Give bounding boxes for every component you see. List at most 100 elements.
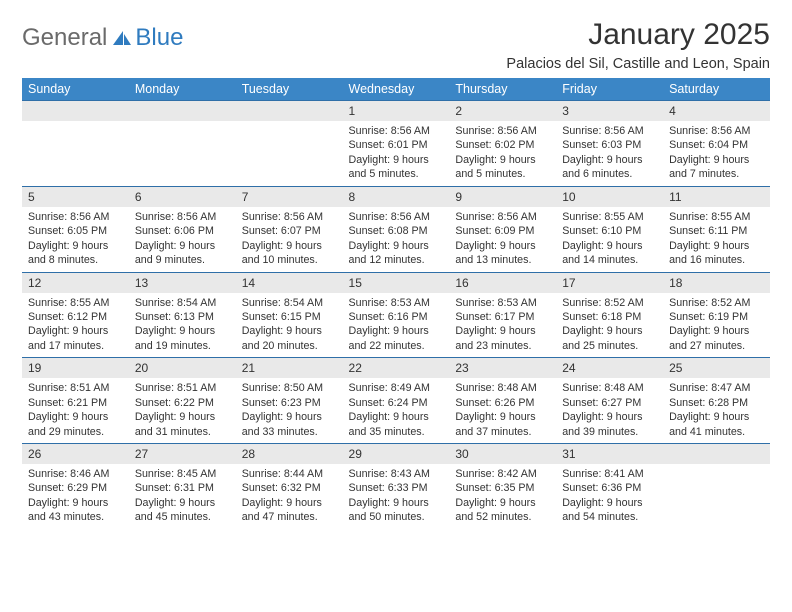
day-content-cell: Sunrise: 8:54 AMSunset: 6:13 PMDaylight:…: [129, 293, 236, 358]
day-number-cell: 20: [129, 358, 236, 379]
day-content-cell: Sunrise: 8:42 AMSunset: 6:35 PMDaylight:…: [449, 464, 556, 529]
day-number-cell: 27: [129, 444, 236, 465]
daylight-line: Daylight: 9 hours and 8 minutes.: [28, 239, 123, 268]
day-number-cell: 4: [663, 101, 770, 122]
sunrise-line: Sunrise: 8:53 AM: [349, 296, 444, 310]
day-number-cell: 18: [663, 272, 770, 293]
daylight-line: Daylight: 9 hours and 37 minutes.: [455, 410, 550, 439]
sunrise-line: Sunrise: 8:51 AM: [135, 381, 230, 395]
weekday-header: Saturday: [663, 78, 770, 101]
day-number-cell: 14: [236, 272, 343, 293]
day-content-cell: Sunrise: 8:56 AMSunset: 6:07 PMDaylight:…: [236, 207, 343, 272]
day-content-cell: Sunrise: 8:53 AMSunset: 6:17 PMDaylight:…: [449, 293, 556, 358]
day-number-cell: 22: [343, 358, 450, 379]
day-content-row: Sunrise: 8:51 AMSunset: 6:21 PMDaylight:…: [22, 378, 770, 443]
day-content-cell: Sunrise: 8:54 AMSunset: 6:15 PMDaylight:…: [236, 293, 343, 358]
day-content-cell: Sunrise: 8:56 AMSunset: 6:08 PMDaylight:…: [343, 207, 450, 272]
day-content-cell: Sunrise: 8:56 AMSunset: 6:01 PMDaylight:…: [343, 121, 450, 186]
daylight-line: Daylight: 9 hours and 17 minutes.: [28, 324, 123, 353]
title-block: January 2025 Palacios del Sil, Castille …: [506, 18, 770, 72]
day-number-cell: 16: [449, 272, 556, 293]
daylight-line: Daylight: 9 hours and 14 minutes.: [562, 239, 657, 268]
sunrise-line: Sunrise: 8:56 AM: [455, 210, 550, 224]
day-number-cell: 2: [449, 101, 556, 122]
daylight-line: Daylight: 9 hours and 45 minutes.: [135, 496, 230, 525]
day-content-cell: Sunrise: 8:56 AMSunset: 6:02 PMDaylight:…: [449, 121, 556, 186]
day-content-cell: Sunrise: 8:55 AMSunset: 6:12 PMDaylight:…: [22, 293, 129, 358]
sunset-line: Sunset: 6:23 PM: [242, 396, 337, 410]
day-content-cell: Sunrise: 8:46 AMSunset: 6:29 PMDaylight:…: [22, 464, 129, 529]
day-content-cell: Sunrise: 8:56 AMSunset: 6:09 PMDaylight:…: [449, 207, 556, 272]
daylight-line: Daylight: 9 hours and 50 minutes.: [349, 496, 444, 525]
daylight-line: Daylight: 9 hours and 7 minutes.: [669, 153, 764, 182]
sunset-line: Sunset: 6:18 PM: [562, 310, 657, 324]
sunrise-line: Sunrise: 8:55 AM: [28, 296, 123, 310]
sunset-line: Sunset: 6:16 PM: [349, 310, 444, 324]
sunset-line: Sunset: 6:13 PM: [135, 310, 230, 324]
day-number-cell: 19: [22, 358, 129, 379]
sunset-line: Sunset: 6:32 PM: [242, 481, 337, 495]
sunset-line: Sunset: 6:27 PM: [562, 396, 657, 410]
day-content-cell: Sunrise: 8:41 AMSunset: 6:36 PMDaylight:…: [556, 464, 663, 529]
weekday-header: Monday: [129, 78, 236, 101]
sunrise-line: Sunrise: 8:56 AM: [135, 210, 230, 224]
day-number-row: 567891011: [22, 186, 770, 207]
daylight-line: Daylight: 9 hours and 16 minutes.: [669, 239, 764, 268]
day-content-row: Sunrise: 8:56 AM Sunset: 6:01 PM Daylight:…: [22, 121, 770, 186]
sunset-line: Sunset: 6:03 PM: [562, 138, 657, 152]
day-number-cell: 9: [449, 186, 556, 207]
daylight-line: Daylight: 9 hours and 54 minutes.: [562, 496, 657, 525]
month-title: January 2025: [506, 18, 770, 52]
sunset-line: Sunset: 6:01 PM: [349, 138, 444, 152]
day-number-cell: 21: [236, 358, 343, 379]
sunset-line: Sunset: 6:26 PM: [455, 396, 550, 410]
sunset-line: Sunset: 6:02 PM: [455, 138, 550, 152]
logo-sail-icon: [107, 24, 135, 52]
sunrise-line: Sunrise: 8:50 AM: [242, 381, 337, 395]
sunset-line: Sunset: 6:33 PM: [349, 481, 444, 495]
calendar-table: SundayMondayTuesdayWednesdayThursdayFrid…: [22, 78, 770, 529]
day-number-cell: 10: [556, 186, 663, 207]
daylight-line: Daylight: 9 hours and 47 minutes.: [242, 496, 337, 525]
sunrise-line: Sunrise: 8:53 AM: [455, 296, 550, 310]
day-content-row: Sunrise: 8:46 AMSunset: 6:29 PMDaylight:…: [22, 464, 770, 529]
logo: General Blue: [22, 18, 183, 52]
daylight-line: Daylight: 9 hours and 23 minutes.: [455, 324, 550, 353]
day-number-cell: 23: [449, 358, 556, 379]
day-content-cell: Sunrise: 8:49 AMSunset: 6:24 PMDaylight:…: [343, 378, 450, 443]
sunset-line: Sunset: 6:10 PM: [562, 224, 657, 238]
logo-text-1: General: [22, 24, 107, 52]
sunrise-line: Sunrise: 8:52 AM: [562, 296, 657, 310]
day-number-cell: 5: [22, 186, 129, 207]
day-number-cell: 24: [556, 358, 663, 379]
day-number-cell: 6: [129, 186, 236, 207]
day-content-cell: Sunrise: 8:55 AMSunset: 6:10 PMDaylight:…: [556, 207, 663, 272]
daylight-line: Daylight: 9 hours and 27 minutes.: [669, 324, 764, 353]
day-number-row: 1234: [22, 101, 770, 122]
sunrise-line: Sunrise: 8:56 AM: [562, 124, 657, 138]
day-content-cell: Sunrise: 8:45 AMSunset: 6:31 PMDaylight:…: [129, 464, 236, 529]
sunrise-line: Sunrise: 8:56 AM: [242, 210, 337, 224]
daylight-line: Daylight: 9 hours and 13 minutes.: [455, 239, 550, 268]
logo-text-2: Blue: [135, 24, 183, 52]
daylight-line: Daylight: 9 hours and 6 minutes.: [562, 153, 657, 182]
sunset-line: Sunset: 6:06 PM: [135, 224, 230, 238]
day-content-cell: Sunrise: 8:50 AMSunset: 6:23 PMDaylight:…: [236, 378, 343, 443]
sunrise-line: Sunrise: 8:54 AM: [242, 296, 337, 310]
day-content-cell: Sunrise: 8:56 AMSunset: 6:06 PMDaylight:…: [129, 207, 236, 272]
day-content-cell: [663, 464, 770, 529]
sunrise-line: Sunrise: 8:44 AM: [242, 467, 337, 481]
sunset-line: Sunset: 6:12 PM: [28, 310, 123, 324]
day-number-cell: 31: [556, 444, 663, 465]
day-content-cell: [236, 121, 343, 186]
sunrise-line: Sunrise: 8:48 AM: [455, 381, 550, 395]
daylight-line: Daylight: 9 hours and 29 minutes.: [28, 410, 123, 439]
daylight-line: Daylight: 9 hours and 33 minutes.: [242, 410, 337, 439]
day-number-cell: 12: [22, 272, 129, 293]
sunset-line: Sunset: 6:29 PM: [28, 481, 123, 495]
day-content-row: Sunrise: 8:55 AMSunset: 6:12 PMDaylight:…: [22, 293, 770, 358]
day-number-cell: 15: [343, 272, 450, 293]
daylight-line: Daylight: 9 hours and 35 minutes.: [349, 410, 444, 439]
sunrise-line: Sunrise: 8:48 AM: [562, 381, 657, 395]
day-number-cell: 17: [556, 272, 663, 293]
